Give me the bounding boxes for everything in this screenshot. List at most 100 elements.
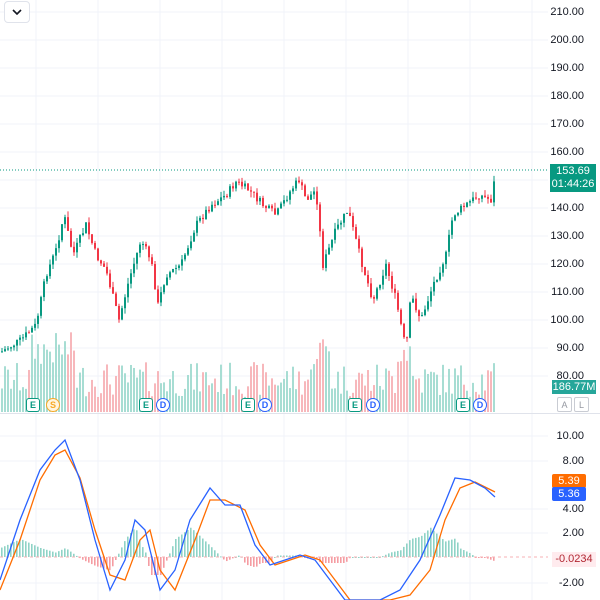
candle-body xyxy=(457,212,459,216)
macd-tick: -2.00 xyxy=(558,577,584,589)
candle-body xyxy=(322,231,324,268)
candle-body xyxy=(61,224,63,241)
dividend-icon[interactable]: D xyxy=(366,398,380,412)
dividend-icon[interactable]: D xyxy=(473,398,487,412)
candle-body xyxy=(97,248,99,261)
volume-bar xyxy=(274,384,276,412)
candle-body xyxy=(196,220,198,233)
dividend-icon[interactable]: D xyxy=(258,398,272,412)
collapse-button[interactable] xyxy=(4,1,30,23)
histogram-bar xyxy=(169,553,171,557)
histogram-bar xyxy=(343,557,345,563)
volume-bar xyxy=(271,378,273,412)
volume-bar xyxy=(136,377,138,412)
histogram-bar xyxy=(1,547,3,557)
candle-body xyxy=(22,337,24,339)
price-tick: 100.00 xyxy=(550,314,584,326)
earnings-icon[interactable]: E xyxy=(139,398,153,412)
histogram-bar xyxy=(334,557,336,563)
volume-bar xyxy=(388,370,390,412)
histogram-bar xyxy=(376,557,378,558)
volume-bar xyxy=(163,382,165,412)
candle-body xyxy=(283,200,285,204)
histogram-bar xyxy=(100,557,102,568)
volume-bar xyxy=(133,367,135,412)
histogram-bar xyxy=(106,557,108,570)
volume-bar xyxy=(118,365,120,412)
volume-bar xyxy=(97,396,99,412)
volume-bar xyxy=(433,372,435,412)
candle-body xyxy=(370,283,372,298)
candle-body xyxy=(121,308,123,320)
histogram-bar xyxy=(238,555,240,557)
volume-bar xyxy=(235,386,237,412)
candle-body xyxy=(37,315,39,324)
histogram-bar xyxy=(118,553,120,557)
volume-bar xyxy=(307,379,309,412)
volume-bar xyxy=(28,369,30,412)
histogram-bar xyxy=(262,557,264,563)
price-tick: 200.00 xyxy=(550,34,584,46)
candle-body xyxy=(82,233,84,236)
earnings-icon[interactable]: E xyxy=(348,398,362,412)
histogram-bar xyxy=(424,533,426,557)
histogram-bar xyxy=(268,557,270,563)
candle-body xyxy=(478,198,480,200)
candle-body xyxy=(235,181,237,189)
candle-body xyxy=(244,183,246,187)
candle-body xyxy=(31,327,33,333)
candle-body xyxy=(133,263,135,274)
candle-body xyxy=(430,291,432,302)
volume-bar xyxy=(211,383,213,412)
volume-bar xyxy=(436,374,438,412)
split-icon[interactable]: S xyxy=(46,398,60,412)
pane-divider[interactable] xyxy=(0,413,600,414)
dividend-icon[interactable]: D xyxy=(156,398,170,412)
histogram-bar xyxy=(25,541,27,557)
macd-tick: 10.00 xyxy=(556,430,584,442)
histogram-bar xyxy=(58,551,60,557)
volume-bar xyxy=(451,393,453,412)
candlesticks[interactable] xyxy=(1,175,495,353)
earnings-icon[interactable]: E xyxy=(26,398,40,412)
histogram-bar xyxy=(142,547,144,557)
earnings-icon[interactable]: E xyxy=(241,398,255,412)
candle-body xyxy=(274,208,276,215)
log-scale-button[interactable]: L xyxy=(574,397,589,412)
candle-body xyxy=(388,263,390,276)
volume-bar xyxy=(190,363,192,412)
volume-bar xyxy=(448,368,450,412)
candle-body xyxy=(469,201,471,203)
histogram-bar xyxy=(115,557,117,560)
histogram-bar xyxy=(76,555,78,557)
histogram-bar xyxy=(178,536,180,557)
candle-body xyxy=(46,276,48,282)
candle-body xyxy=(175,267,177,269)
earnings-icon[interactable]: E xyxy=(456,398,470,412)
histogram-bar xyxy=(484,557,486,558)
volume-bar xyxy=(103,370,105,412)
candle-body xyxy=(10,347,12,349)
volume-bar xyxy=(421,392,423,412)
candle-body xyxy=(229,186,231,197)
auto-scale-button[interactable]: A xyxy=(557,397,572,412)
candle-body xyxy=(325,254,327,268)
volume-bar xyxy=(121,365,123,412)
price-axis[interactable]: 210.00 200.00 190.00 180.00 170.00 160.0… xyxy=(550,0,600,600)
candle-body xyxy=(136,252,138,264)
candle-body xyxy=(115,293,117,306)
candle-body xyxy=(1,351,3,353)
candle-body xyxy=(205,209,207,220)
histogram-bar xyxy=(337,557,339,563)
candle-body xyxy=(64,217,66,225)
candle-body xyxy=(190,241,192,249)
histogram-bar xyxy=(478,557,480,558)
price-tick: 180.00 xyxy=(550,90,584,102)
volume-bar xyxy=(4,366,6,412)
volume-bar xyxy=(199,391,201,412)
histogram-bar xyxy=(28,542,30,557)
volume-bar xyxy=(442,364,444,412)
candle-body xyxy=(271,205,273,209)
candle-body xyxy=(304,185,306,197)
